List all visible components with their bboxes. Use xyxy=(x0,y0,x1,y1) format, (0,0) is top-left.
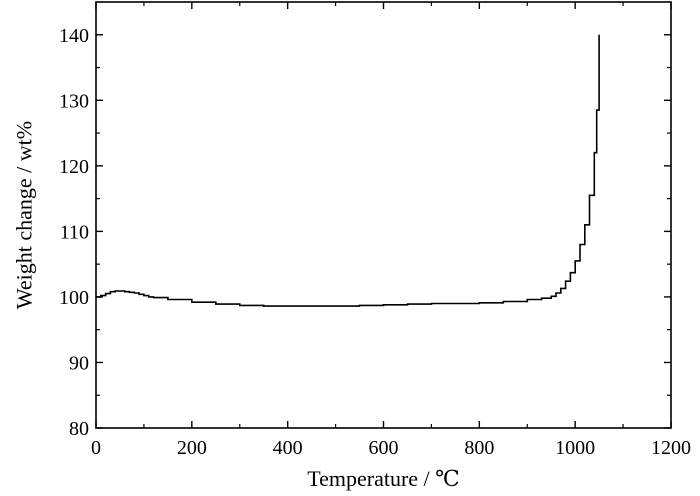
y-tick-label: 130 xyxy=(59,90,89,112)
x-axis-title: Temperature / ℃ xyxy=(307,466,460,491)
series-line xyxy=(96,34,600,307)
x-tick-label: 600 xyxy=(369,437,399,459)
y-tick-label: 80 xyxy=(69,418,89,440)
plot-border xyxy=(95,1,672,429)
series-layer xyxy=(96,34,600,307)
x-tick-label: 800 xyxy=(464,437,494,459)
x-tick-label: 200 xyxy=(177,437,207,459)
y-tick-label: 110 xyxy=(60,221,89,243)
plot-frame xyxy=(95,1,672,429)
y-tick-label: 120 xyxy=(59,156,89,178)
y-tick-label: 100 xyxy=(59,287,89,309)
y-axis-ticks: 80 90 100 110 120 130 140 xyxy=(59,25,671,440)
x-axis-ticks: 0 200 400 600 800 1000 1200 xyxy=(91,2,691,459)
x-tick-label: 1200 xyxy=(651,437,691,459)
x-tick-label: 1000 xyxy=(555,437,595,459)
y-tick-label: 140 xyxy=(59,25,89,47)
x-tick-label: 0 xyxy=(91,437,101,459)
y-axis-title: Weight change / wt% xyxy=(12,121,37,309)
y-tick-label: 90 xyxy=(69,352,89,374)
x-tick-label: 400 xyxy=(273,437,303,459)
